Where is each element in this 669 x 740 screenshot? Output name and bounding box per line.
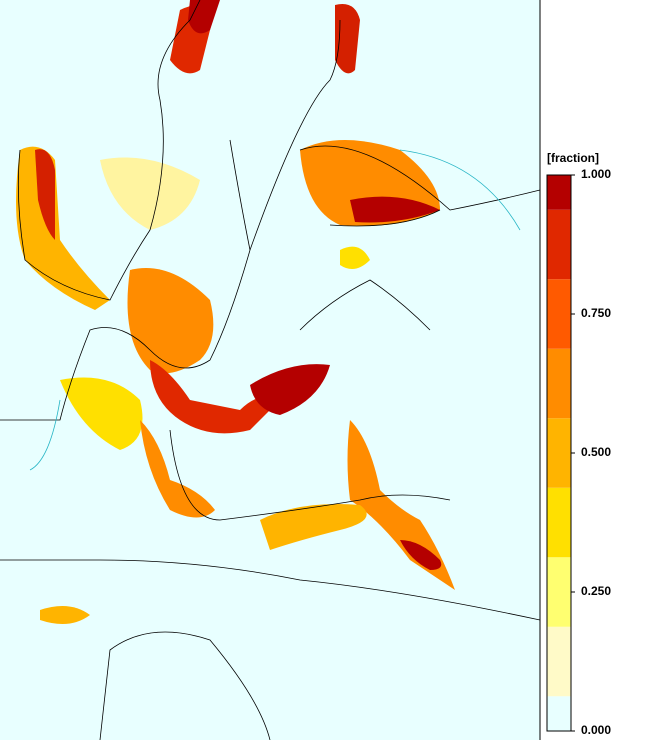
border <box>99 429 541 621</box>
colorbar-tick-label: 0.500 <box>581 445 611 459</box>
colorbar-tick-label: 0.250 <box>581 584 611 598</box>
coastline <box>0 139 251 421</box>
colorbar-band <box>547 418 571 488</box>
colorbar: [fraction] 0.000 0.250 0.500 0.750 1.000 <box>546 151 611 737</box>
colorbar-band <box>547 348 571 419</box>
map-background <box>0 0 540 740</box>
coastline <box>299 145 541 211</box>
colorbar-tick-label: 1.000 <box>581 167 611 181</box>
contour <box>29 149 521 471</box>
colorbar-band <box>547 487 571 558</box>
colorbar-tick-label: 0.750 <box>581 306 611 320</box>
colorbar-tick-label: 0.000 <box>581 723 611 737</box>
colorbar-band <box>547 209 571 280</box>
field <box>16 0 455 624</box>
colorbar-band <box>547 557 571 627</box>
border <box>0 559 271 740</box>
coastline <box>17 0 201 301</box>
coastline <box>299 209 441 331</box>
coastline <box>249 19 341 251</box>
colorbar-band <box>547 279 571 349</box>
map <box>0 0 541 740</box>
colorbar-band <box>547 175 571 210</box>
colorbar-band <box>547 696 571 731</box>
colorbar-label: [fraction] <box>547 151 599 165</box>
colorbar-band <box>547 626 571 697</box>
